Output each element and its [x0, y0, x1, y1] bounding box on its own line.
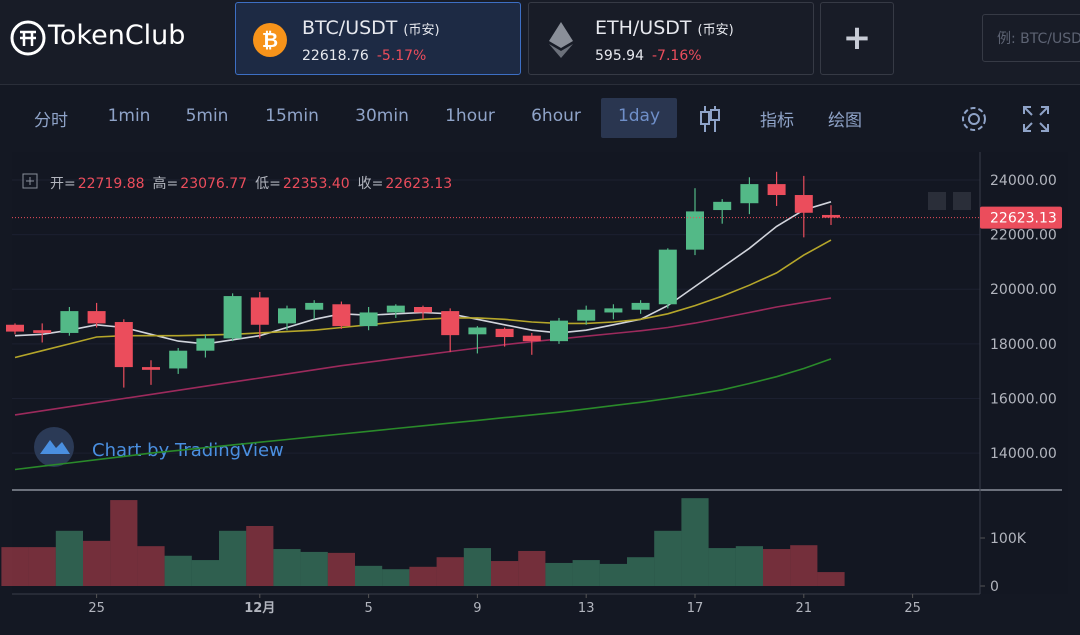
- change: -7.16%: [652, 48, 702, 64]
- change: -5.17%: [376, 48, 427, 64]
- interval-button[interactable]: 1min: [107, 106, 151, 126]
- candle-type-button[interactable]: [698, 104, 722, 134]
- svg-text:₿: ₿: [262, 28, 278, 52]
- interval-button[interactable]: 分时: [34, 111, 68, 131]
- selected-bg: [601, 98, 677, 138]
- interval-button[interactable]: 6hour: [531, 106, 581, 126]
- interval-button[interactable]: 30min: [355, 106, 409, 126]
- price: 22618.76: [302, 48, 369, 64]
- interval-button[interactable]: 1hour: [445, 106, 495, 126]
- settings-button[interactable]: [959, 104, 989, 134]
- header: TokenClub ₿ BTC/USDT (币安) 22618.76 -5.17% …: [0, 0, 1080, 85]
- interval-button[interactable]: 1day: [617, 106, 661, 126]
- drawing-button[interactable]: 绘图: [828, 111, 862, 131]
- search-input[interactable]: 例: BTC/USDT: [982, 14, 1080, 62]
- pair-symbol: BTC/USDT (币安): [302, 17, 440, 39]
- btc-icon: ₿: [253, 23, 287, 57]
- fullscreen-button[interactable]: [1021, 104, 1051, 134]
- logo-icon: [10, 20, 46, 56]
- eth-icon: [549, 22, 573, 58]
- exchange: (币安): [697, 23, 734, 38]
- pair-symbol: ETH/USDT (币安): [595, 17, 734, 39]
- pair-tab[interactable]: ETH/USDT (币安) 595.94 -7.16%: [528, 2, 814, 75]
- add-button[interactable]: +: [820, 2, 894, 75]
- exchange: (币安): [403, 23, 440, 38]
- price: 595.94: [595, 48, 644, 64]
- symbol: ETH/USDT: [595, 17, 692, 39]
- pair-price: 22618.76 -5.17%: [302, 48, 426, 64]
- logo-text: TokenClub: [48, 20, 186, 51]
- interval-button[interactable]: 5min: [185, 106, 229, 126]
- symbol: BTC/USDT: [302, 17, 398, 39]
- chart-panel: [0, 85, 1080, 635]
- pair-price: 595.94 -7.16%: [595, 48, 702, 64]
- pair-tab[interactable]: ₿ BTC/USDT (币安) 22618.76 -5.17%: [235, 2, 521, 75]
- indicators-button[interactable]: 指标: [760, 111, 794, 131]
- interval-button[interactable]: 15min: [265, 106, 319, 126]
